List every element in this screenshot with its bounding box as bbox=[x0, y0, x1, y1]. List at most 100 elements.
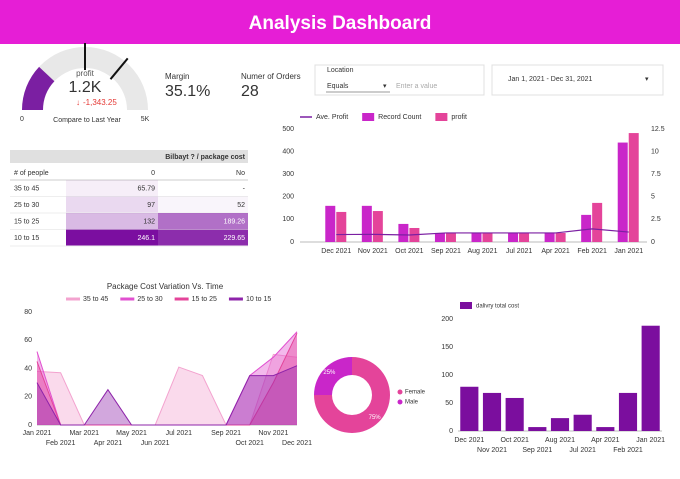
table-cell-text: 189.26 bbox=[224, 218, 246, 225]
legend-label: profit bbox=[451, 114, 467, 121]
bar bbox=[581, 214, 592, 242]
scorecard-value: 28 bbox=[241, 83, 259, 100]
y-tick-label: 80 bbox=[24, 309, 32, 316]
table-cell bbox=[158, 213, 248, 230]
bar bbox=[325, 205, 336, 242]
x-tick-label: Jun 2021 bbox=[141, 440, 170, 447]
bar bbox=[592, 202, 603, 242]
x-tick-label: Dec 2021 bbox=[282, 440, 312, 447]
bar bbox=[505, 397, 524, 431]
legend-swatch bbox=[397, 399, 403, 405]
change-arrow: ↓ bbox=[76, 98, 80, 107]
x-tick-label: Jul 2021 bbox=[506, 248, 533, 255]
bar bbox=[336, 211, 347, 242]
location-filter[interactable] bbox=[314, 64, 485, 96]
gauge-label: profit bbox=[76, 69, 95, 78]
table-cell-text: 52 bbox=[237, 202, 245, 209]
legend-swatch bbox=[397, 389, 403, 395]
date-range: Jan 1, 2021 - Dec 31, 2021 bbox=[508, 76, 593, 83]
table-cell-text: 97 bbox=[147, 202, 155, 209]
y-tick-label: 0 bbox=[449, 428, 453, 435]
x-tick-label: Jan 2021 bbox=[636, 437, 665, 444]
area bbox=[37, 365, 297, 425]
bar bbox=[544, 232, 555, 242]
table-header: 0 bbox=[151, 170, 155, 177]
area bbox=[37, 331, 297, 425]
y-tick-label: 50 bbox=[445, 400, 453, 407]
legend-label: dalivry total cost bbox=[476, 304, 519, 310]
dropdown-arrow: ▾ bbox=[645, 76, 649, 83]
y-tick-label: 150 bbox=[441, 344, 453, 351]
bar bbox=[471, 232, 482, 242]
legend-swatch bbox=[460, 302, 472, 309]
scorecard-label: Margin bbox=[165, 72, 189, 81]
x-tick-label: Sep 2021 bbox=[211, 430, 241, 437]
gauge-change: -1,343.25 bbox=[83, 98, 117, 107]
x-tick-label: Mar 2021 bbox=[69, 430, 99, 437]
bar bbox=[519, 232, 530, 242]
x-tick-label: Jul 2021 bbox=[569, 447, 596, 454]
x-tick-label: Apr 2021 bbox=[94, 440, 123, 447]
gauge-min: 0 bbox=[20, 116, 24, 123]
x-tick-label: Sep 2021 bbox=[431, 248, 461, 255]
table-cell-text: - bbox=[243, 185, 246, 192]
y-tick-label: 2.5 bbox=[651, 216, 661, 223]
y-tick-label: 5 bbox=[651, 194, 655, 201]
x-tick-label: Apr 2021 bbox=[591, 437, 620, 444]
legend-label: Male bbox=[405, 400, 419, 406]
bar bbox=[372, 211, 383, 242]
chart-title: Package Cost Variation Vs. Time bbox=[107, 282, 224, 291]
y-tick-label: 60 bbox=[24, 337, 32, 344]
gauge-fill bbox=[22, 66, 55, 110]
table-cell bbox=[158, 229, 248, 246]
bar bbox=[398, 223, 409, 242]
bar bbox=[361, 205, 372, 242]
x-tick-label: Dec 2021 bbox=[321, 248, 351, 255]
x-tick-label: Aug 2021 bbox=[468, 248, 498, 255]
y-tick-label: 200 bbox=[441, 316, 453, 323]
bar bbox=[482, 232, 493, 242]
x-tick-label: Sep 2021 bbox=[522, 447, 552, 454]
y-tick-label: 0 bbox=[290, 239, 294, 246]
x-tick-label: Feb 2021 bbox=[46, 440, 76, 447]
y-tick-label: 100 bbox=[282, 216, 294, 223]
table-header: # of people bbox=[14, 170, 49, 177]
x-tick-label: Oct 2021 bbox=[236, 440, 265, 447]
bar bbox=[550, 418, 570, 431]
date-filter[interactable] bbox=[491, 64, 664, 96]
bar bbox=[528, 427, 547, 431]
x-tick-label: Jan 2021 bbox=[23, 430, 52, 437]
bar bbox=[641, 325, 660, 431]
bar bbox=[618, 392, 638, 431]
gauge-max: 5K bbox=[141, 116, 150, 123]
y-tick-label: 200 bbox=[282, 194, 294, 201]
table-cell bbox=[66, 229, 158, 246]
x-tick-label: May 2021 bbox=[116, 430, 147, 437]
area-line bbox=[36, 365, 298, 426]
y-tick-label: 0 bbox=[651, 239, 655, 246]
table-title: Bilbayt ? / package cost bbox=[165, 154, 245, 161]
bar bbox=[434, 232, 445, 242]
x-tick-label: Nov 2021 bbox=[477, 447, 507, 454]
legend-swatch bbox=[362, 113, 375, 121]
table-cell-text: 15 to 25 bbox=[14, 218, 39, 225]
table-cell-text: 10 to 15 bbox=[14, 235, 39, 242]
area-line bbox=[36, 353, 298, 426]
y-tick-label: 100 bbox=[441, 372, 453, 379]
gauge-target bbox=[109, 57, 129, 80]
gauge-value: 1.2K bbox=[69, 79, 102, 96]
area bbox=[37, 333, 297, 425]
y-tick-label: 300 bbox=[282, 171, 294, 178]
legend-label: 10 to 15 bbox=[246, 296, 271, 303]
table-cell-text: 35 to 45 bbox=[14, 185, 39, 192]
table-title-bar bbox=[10, 150, 248, 163]
gauge-compare: Compare to Last Year bbox=[53, 117, 121, 124]
x-tick-label: Dec 2021 bbox=[454, 437, 484, 444]
scorecard-value: 35.1% bbox=[165, 83, 210, 100]
slice-label: 25% bbox=[323, 370, 336, 376]
y-tick-label: 20 bbox=[24, 394, 32, 401]
x-tick-label: Jan 2021 bbox=[614, 248, 643, 255]
x-tick-label: Nov 2021 bbox=[258, 430, 288, 437]
table-cell bbox=[66, 213, 158, 230]
x-tick-label: Jul 2021 bbox=[166, 430, 193, 437]
